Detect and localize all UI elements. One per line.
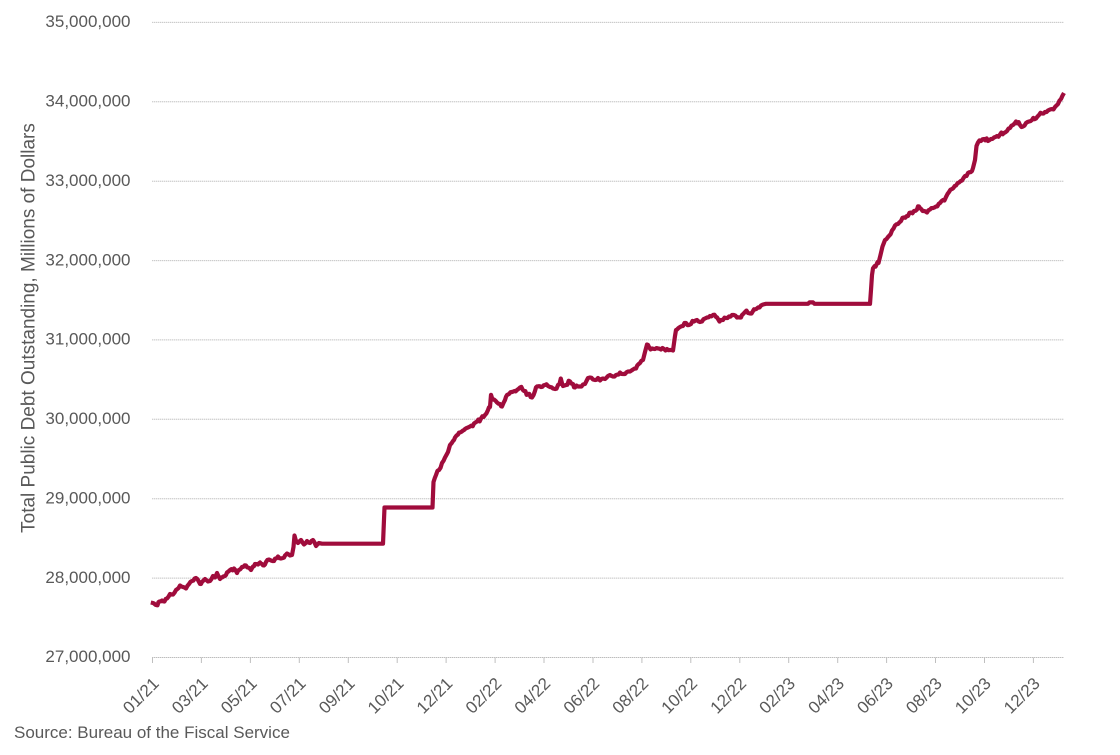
svg-text:28,000,000: 28,000,000 xyxy=(45,568,130,587)
svg-text:30,000,000: 30,000,000 xyxy=(45,409,130,428)
svg-text:34,000,000: 34,000,000 xyxy=(45,92,130,111)
svg-text:33,000,000: 33,000,000 xyxy=(45,171,130,190)
svg-text:32,000,000: 32,000,000 xyxy=(45,250,130,269)
svg-text:27,000,000: 27,000,000 xyxy=(45,647,130,666)
svg-text:35,000,000: 35,000,000 xyxy=(45,12,130,31)
svg-text:31,000,000: 31,000,000 xyxy=(45,330,130,349)
svg-text:Source: Bureau of the Fiscal S: Source: Bureau of the Fiscal Service xyxy=(14,723,290,742)
svg-text:Total Public Debt Outstanding,: Total Public Debt Outstanding, Millions … xyxy=(19,123,40,533)
svg-text:29,000,000: 29,000,000 xyxy=(45,488,130,507)
